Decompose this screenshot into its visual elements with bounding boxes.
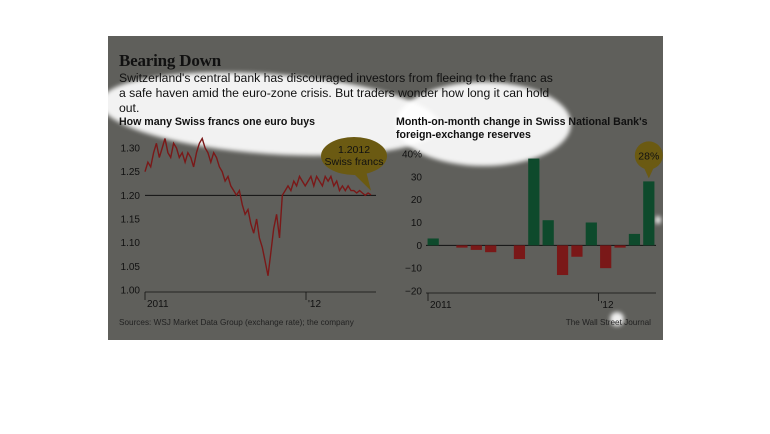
y-tick-label: 1.05 bbox=[121, 262, 141, 273]
y-tick-label: −20 bbox=[405, 287, 422, 298]
bar bbox=[556, 245, 569, 276]
callout-label: Swiss francs bbox=[325, 156, 384, 168]
right-chart-title: Month-on-month change in Swiss National … bbox=[396, 116, 648, 141]
y-tick-label: 10 bbox=[411, 218, 423, 229]
highlight-blob bbox=[655, 216, 661, 224]
x-tick-label: '12 bbox=[308, 299, 321, 310]
callout-value: 1.2012 bbox=[338, 144, 370, 156]
y-tick-label: 1.15 bbox=[121, 215, 141, 226]
bar bbox=[456, 245, 468, 248]
highlight-blob bbox=[610, 312, 624, 326]
y-tick-label: 1.00 bbox=[121, 286, 141, 297]
y-tick-label: 1.25 bbox=[121, 167, 141, 178]
y-tick-label: 0 bbox=[416, 241, 422, 252]
callout-bubble bbox=[321, 137, 387, 175]
bar bbox=[513, 245, 526, 260]
bar bbox=[485, 245, 497, 253]
callout-pointer bbox=[354, 171, 371, 191]
callout-value: 28% bbox=[638, 150, 659, 162]
highlight-blob bbox=[396, 82, 571, 166]
y-tick-label: 1.20 bbox=[121, 191, 141, 202]
series-line bbox=[144, 136, 372, 276]
bar-chart: 40% 30 20 10 0 −10 −20 2011 '12 28% bbox=[402, 141, 663, 311]
callout-bubble bbox=[634, 141, 663, 170]
bar bbox=[643, 181, 655, 246]
y-tick-label: 1.10 bbox=[121, 238, 141, 249]
chart-panel: Bearing Down Switzerland's central bank … bbox=[108, 36, 663, 340]
callout-pointer bbox=[643, 167, 654, 179]
left-chart-title: How many Swiss francs one euro buys bbox=[119, 116, 316, 128]
bar bbox=[528, 158, 540, 246]
x-tick-label: 2011 bbox=[430, 300, 452, 311]
line-chart: 1.30 1.25 1.20 1.15 1.10 1.05 1.00 2011 '12 1.201… bbox=[121, 136, 387, 310]
y-tick-label: −10 bbox=[405, 264, 422, 275]
chart-title: Bearing Down bbox=[119, 51, 221, 70]
y-tick-label: 30 bbox=[411, 172, 423, 183]
bar bbox=[571, 245, 583, 257]
y-tick-label: 1.30 bbox=[121, 144, 141, 155]
bar bbox=[600, 245, 612, 269]
x-tick-label: '12 bbox=[601, 300, 614, 311]
credit-line: The Wall Street Journal bbox=[565, 318, 651, 327]
chart-dek: Switzerland's central bank has discourag… bbox=[119, 71, 553, 115]
bar bbox=[585, 222, 597, 246]
bar bbox=[470, 245, 482, 250]
bar bbox=[628, 233, 641, 246]
y-tick-label: 40% bbox=[402, 150, 422, 161]
sources-note: Sources: WSJ Market Data Group (exchange… bbox=[119, 318, 354, 327]
bar bbox=[542, 220, 554, 246]
y-tick-label: 20 bbox=[411, 195, 423, 206]
x-tick-label: 2011 bbox=[147, 299, 169, 310]
bar bbox=[614, 245, 626, 248]
bar bbox=[427, 238, 439, 246]
